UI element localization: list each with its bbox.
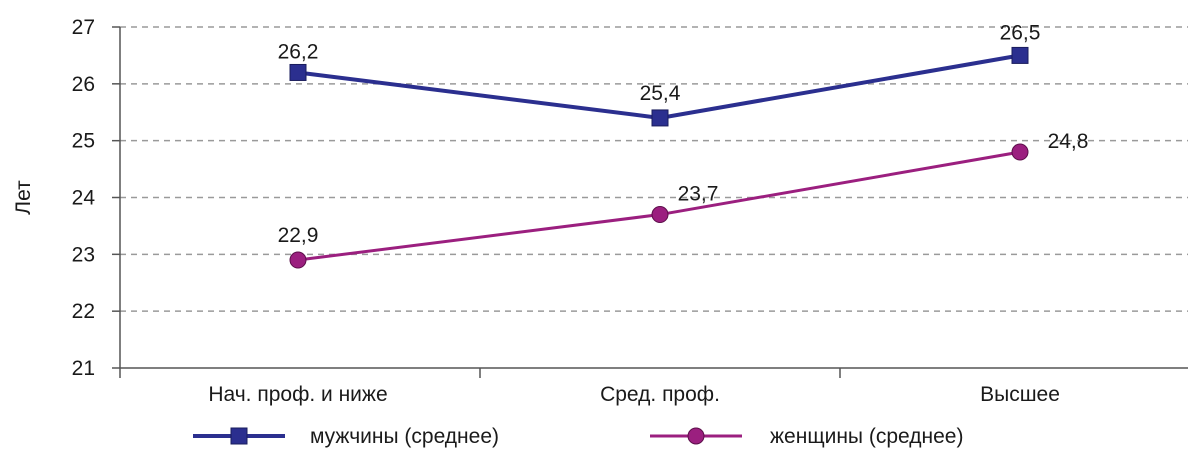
legend: мужчины (среднее) женщины (среднее) (193, 425, 963, 448)
y-tick-label: 25 (72, 130, 95, 153)
y-tick-label: 22 (72, 300, 95, 323)
y-tick-label: 24 (72, 187, 96, 210)
data-point-marker (651, 109, 669, 127)
data-point-marker (1011, 143, 1029, 161)
y-axis-title: Лет (12, 180, 35, 215)
x-category-label: Высшее (980, 383, 1060, 406)
y-tick-label: 21 (72, 357, 95, 380)
data-label: 23,7 (678, 183, 719, 206)
grid-layer (120, 26, 1188, 312)
data-label: 26,2 (278, 40, 319, 63)
data-label: 25,4 (640, 82, 681, 105)
legend-square-marker (230, 427, 248, 445)
x-category-label: Нач. проф. и ниже (208, 383, 387, 406)
legend-label: женщины (среднее) (770, 425, 963, 448)
data-point-marker (289, 63, 307, 81)
series-layer: 26,2 25,4 26,5 22,9 23,7 24,8 (278, 21, 1089, 269)
data-label: 26,5 (1000, 21, 1041, 44)
y-tick-label: 27 (72, 16, 95, 39)
data-label: 22,9 (278, 224, 319, 247)
legend-label: мужчины (среднее) (310, 425, 499, 448)
series-1: 22,9 23,7 24,8 (278, 130, 1089, 269)
legend-item-1: женщины (среднее) (650, 425, 963, 448)
series-0: 26,2 25,4 26,5 (278, 21, 1041, 127)
data-point-marker (651, 206, 669, 224)
data-point-marker (289, 251, 307, 269)
y-tick-label: 26 (72, 73, 95, 96)
x-category-label: Сред. проф. (600, 383, 720, 406)
series-line (297, 150, 1021, 262)
data-label: 24,8 (1048, 130, 1089, 153)
y-tick-label: 23 (72, 243, 95, 266)
legend-circle-marker (687, 427, 705, 445)
tick-layer: 21 22 23 24 25 26 27 Нач. проф. и ниже Сред. про… (72, 16, 1060, 406)
data-point-marker (1011, 46, 1029, 64)
legend-item-0: мужчины (среднее) (193, 425, 499, 448)
